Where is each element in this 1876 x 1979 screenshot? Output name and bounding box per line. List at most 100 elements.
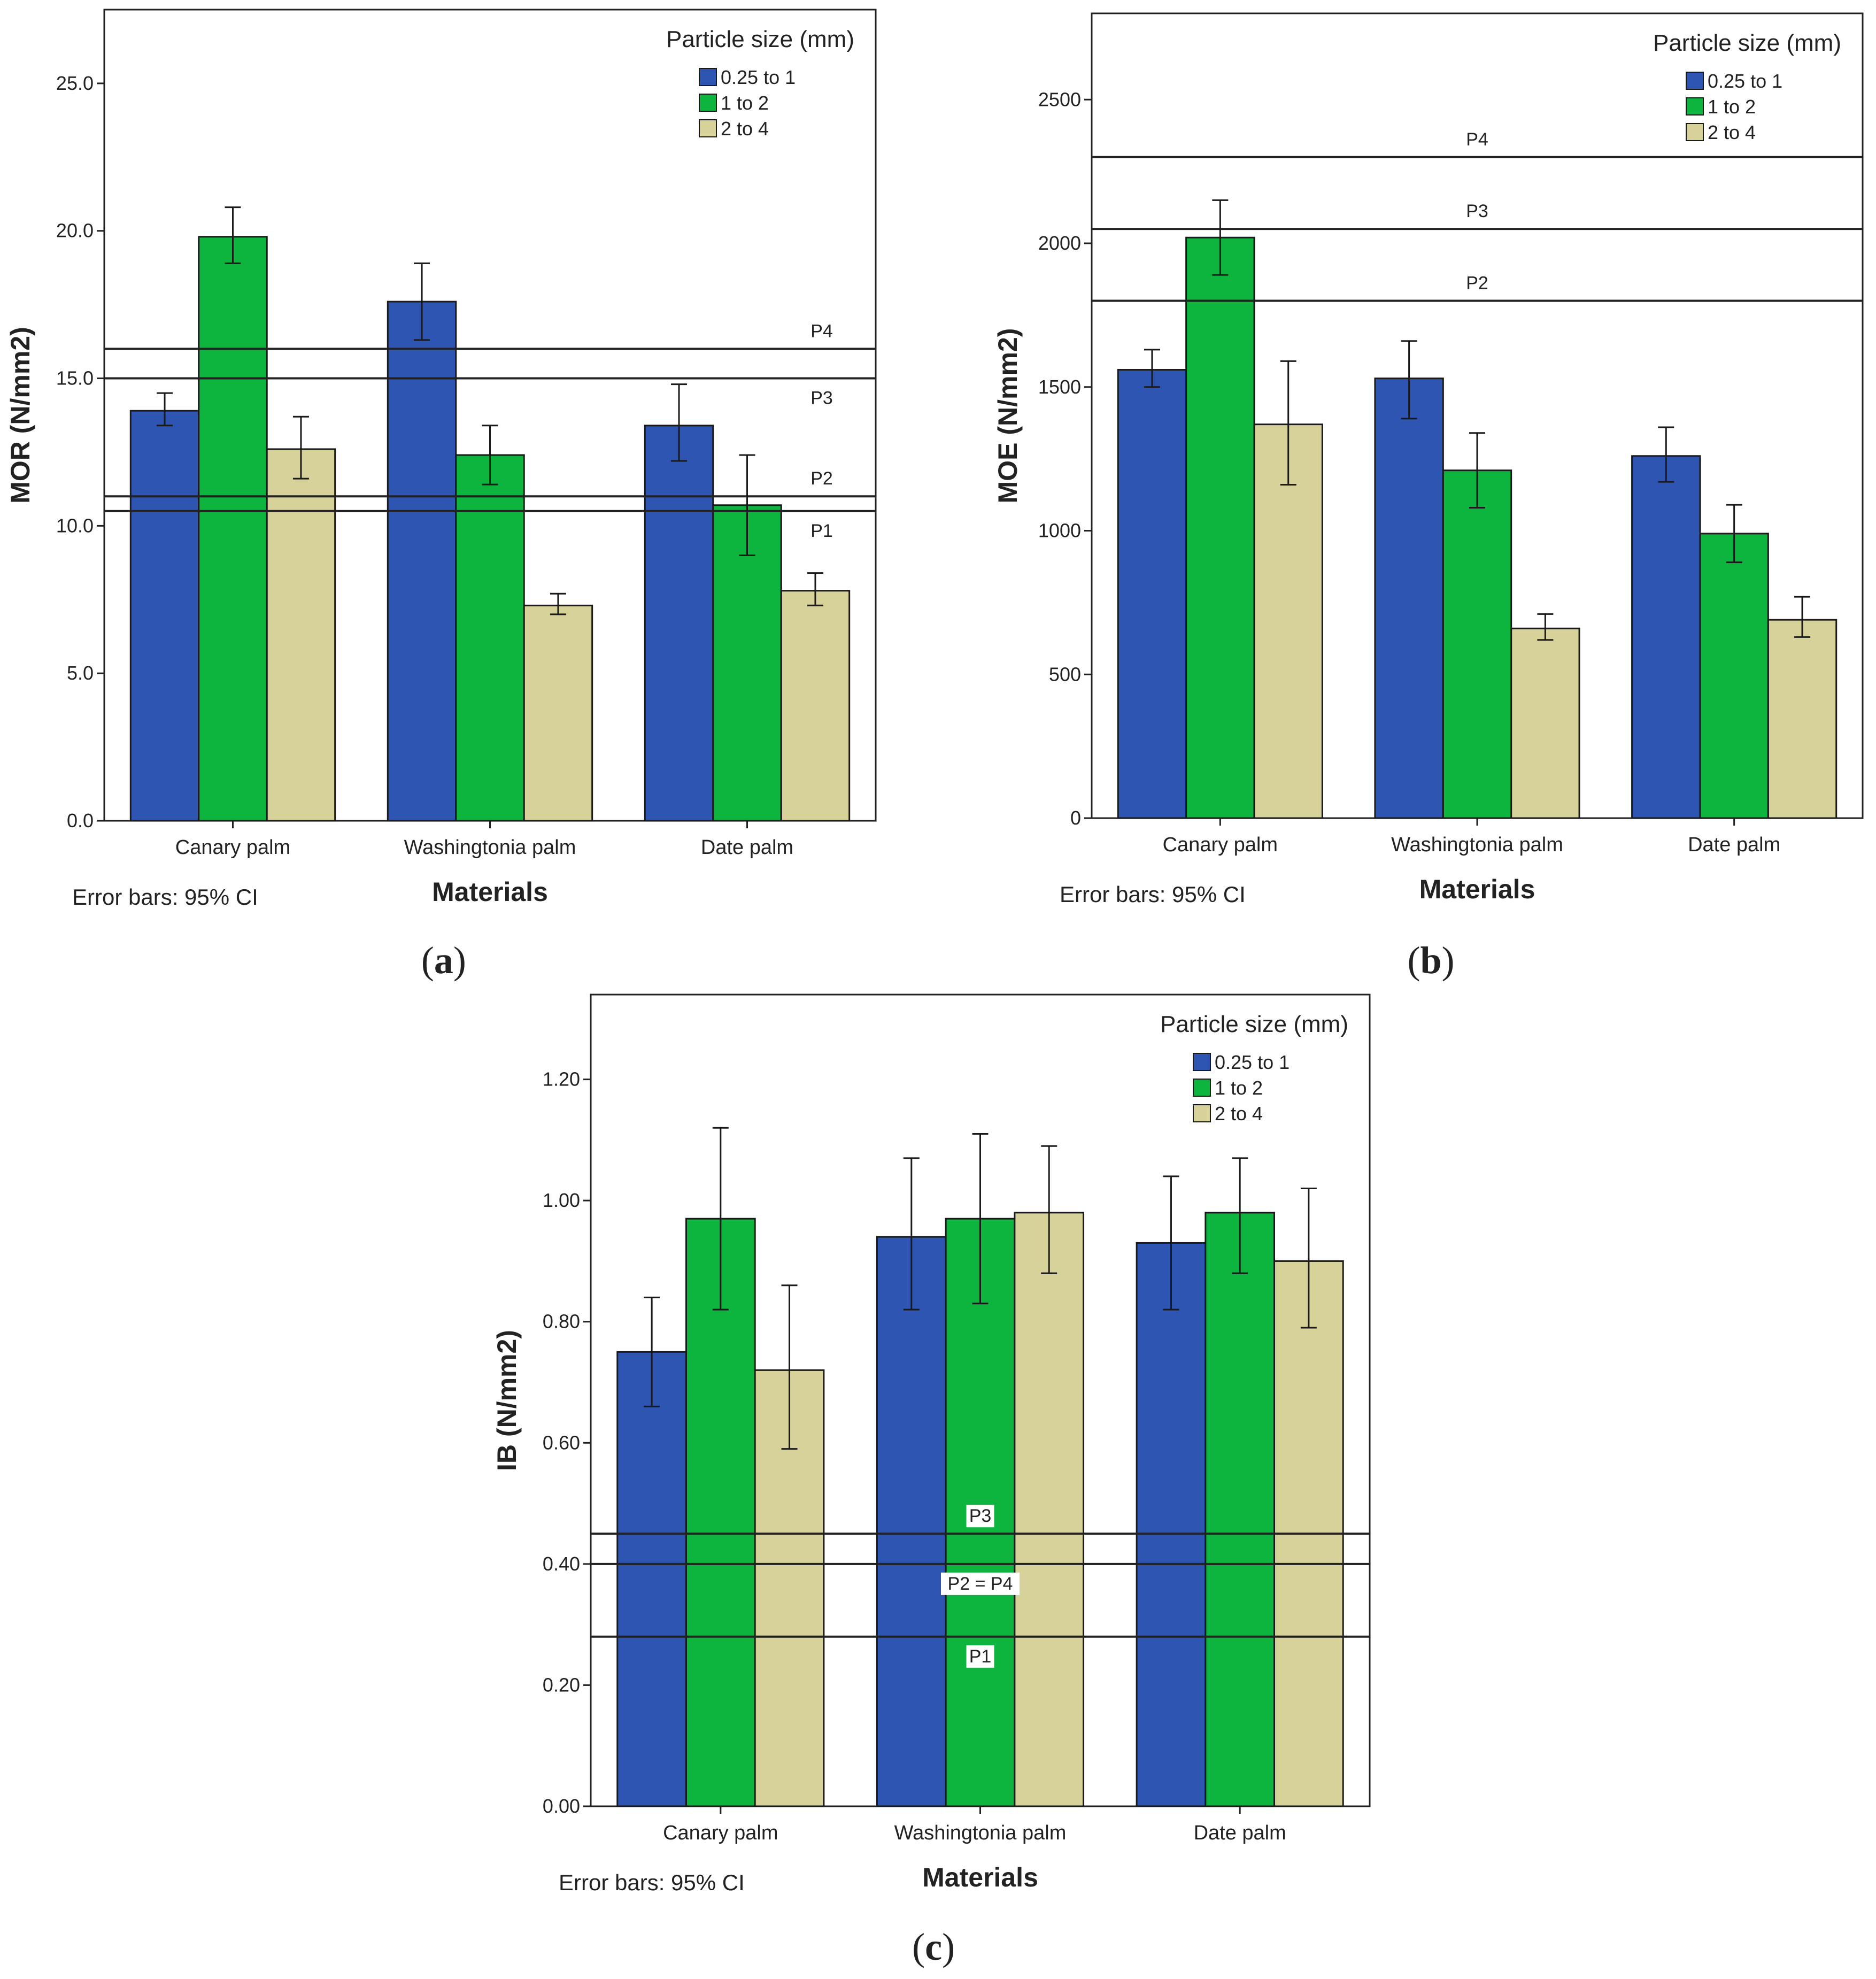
bar [712, 504, 782, 822]
bar [644, 425, 714, 822]
legend-title: Particle size (mm) [666, 26, 854, 52]
y-tick-label: 10.0 [56, 514, 94, 536]
bar [523, 604, 593, 822]
legend-title: Particle size (mm) [1653, 30, 1841, 56]
x-tick-label: Date palm [1194, 1822, 1286, 1844]
bar [780, 590, 851, 822]
legend-swatch [699, 68, 717, 86]
x-tick-label: Date palm [701, 836, 793, 859]
reference-line-label: P2 [1466, 273, 1488, 294]
reference-line-label: P4 [810, 321, 833, 341]
legend-label: 2 to 4 [1708, 121, 1756, 143]
bar [1442, 469, 1512, 819]
y-tick-label: 0.60 [543, 1431, 580, 1453]
bar [198, 236, 268, 822]
bar [616, 1351, 687, 1807]
legend-label: 1 to 2 [1708, 96, 1756, 118]
legend-label: 0.25 to 1 [1215, 1051, 1290, 1073]
error-bars-note: Error bars: 95% CI [72, 884, 258, 910]
y-tick-label: 0.40 [543, 1553, 580, 1575]
x-tick-label: Washingtonia palm [1391, 834, 1563, 856]
reference-line-label: P2 = P4 [948, 1574, 1013, 1594]
reference-label-bg [966, 1505, 994, 1528]
panel-label: (c) [912, 1926, 955, 1968]
error-bars-note: Error bars: 95% CI [1060, 882, 1246, 907]
y-tick-label: 25.0 [56, 72, 94, 94]
bar [129, 410, 200, 822]
reference-line-label: P2 [810, 468, 833, 489]
y-tick-label: 2000 [1038, 232, 1081, 254]
y-axis-title: MOR (N/mm2) [5, 327, 35, 504]
y-tick-label: 20.0 [56, 220, 94, 242]
panel-label: (b) [1407, 939, 1454, 982]
bar [876, 1236, 947, 1807]
legend-label: 1 to 2 [1215, 1077, 1263, 1099]
panel-label: (a) [421, 939, 466, 982]
x-tick-label: Date palm [1688, 834, 1780, 856]
y-tick-label: 2500 [1038, 88, 1081, 110]
y-tick-label: 0.20 [543, 1674, 580, 1696]
bar [1374, 378, 1444, 819]
error-bars-note: Error bars: 95% CI [559, 1870, 745, 1895]
y-tick-label: 1000 [1038, 520, 1081, 542]
y-axis-title: MOE (N/mm2) [993, 328, 1023, 504]
bar [1631, 455, 1701, 819]
x-tick-label: Canary palm [663, 1822, 778, 1844]
legend-swatch [1686, 72, 1704, 90]
reference-line-label: P1 [810, 521, 833, 541]
chart-panel-c: 0.00 0.20 0.40 0.60 0.80 1.00 1.20 Canary palm W… [492, 994, 1371, 1968]
x-tick-label: Canary palm [175, 836, 290, 859]
y-tick-label: 0.80 [543, 1311, 580, 1333]
y-tick-label: 1.00 [543, 1189, 580, 1211]
bar [455, 454, 525, 822]
y-tick-label: 0.0 [67, 810, 94, 831]
bar [1117, 369, 1187, 819]
x-tick-label: Washingtonia palm [894, 1822, 1067, 1844]
reference-label-bg [966, 1645, 994, 1668]
x-tick-label: Canary palm [1163, 834, 1278, 856]
y-tick-label: 0.00 [543, 1795, 580, 1817]
legend-label: 0.25 to 1 [721, 66, 796, 88]
legend-swatch [699, 94, 717, 112]
bar [1014, 1212, 1085, 1807]
bar [1136, 1242, 1207, 1807]
y-tick-label: 1.20 [543, 1068, 580, 1090]
legend-swatch [1193, 1079, 1211, 1097]
x-axis-title: Materials [1419, 874, 1535, 904]
bar [1185, 236, 1255, 819]
legend-swatch [699, 119, 717, 137]
y-axis-title: IB (N/mm2) [492, 1330, 522, 1471]
legend-label: 0.25 to 1 [1708, 70, 1782, 92]
bar [1767, 619, 1838, 819]
y-tick-label: 5.0 [67, 662, 94, 684]
x-axis-title: Materials [432, 877, 548, 907]
y-tick-label: 500 [1049, 663, 1081, 685]
bar [266, 448, 336, 822]
reference-line-label: P4 [1466, 129, 1488, 150]
bar [1205, 1212, 1276, 1807]
bar [1699, 533, 1769, 819]
x-tick-label: Washingtonia palm [404, 836, 576, 859]
y-tick-label: 15.0 [56, 367, 94, 389]
legend-swatch [1686, 97, 1704, 115]
legend-label: 2 to 4 [721, 118, 769, 140]
legend-title: Particle size (mm) [1160, 1011, 1348, 1037]
chart-panel-a: 0.0 5.0 10.0 15.0 20.0 25.0 Canary palm Washing… [5, 9, 877, 982]
reference-line-label: P3 [810, 388, 833, 409]
bar [1510, 627, 1580, 819]
legend-swatch [1686, 123, 1704, 141]
legend-swatch [1193, 1104, 1211, 1122]
reference-label-bg [941, 1572, 1020, 1595]
reference-line-label: P3 [1466, 201, 1488, 221]
reference-line-label: P3 [969, 1506, 992, 1526]
legend-label: 2 to 4 [1215, 1103, 1263, 1125]
bar [387, 301, 457, 822]
chart-panel-b: 0 500 1000 1500 2000 2500 Canary palm Washingto… [993, 12, 1864, 982]
bar [685, 1218, 756, 1807]
x-axis-title: Materials [922, 1862, 1038, 1892]
legend-label: 1 to 2 [721, 92, 769, 114]
legend-swatch [1193, 1053, 1211, 1071]
y-tick-label: 1500 [1038, 376, 1081, 398]
reference-line-label: P1 [969, 1646, 992, 1667]
